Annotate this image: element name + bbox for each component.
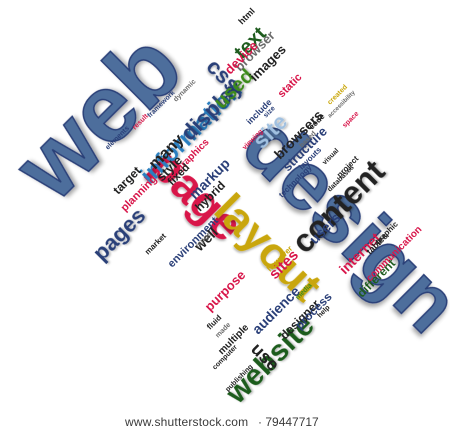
watermark-footer: www.shutterstock.com · 79447717: [0, 410, 450, 434]
watermark-separator: ·: [258, 415, 262, 429]
word-purpose: purpose: [202, 267, 249, 314]
word-market: market: [143, 231, 168, 256]
watermark-url: www.shutterstock.com: [125, 415, 249, 429]
image-id: · 79447717: [258, 415, 319, 429]
word-static: static: [276, 71, 305, 100]
word-cloud: web design page layout content website i…: [0, 6, 450, 410]
word-pages: pages: [88, 203, 151, 266]
image-id-number: 79447717: [265, 415, 319, 429]
word-cloud-svg: web design page layout content website i…: [0, 6, 450, 410]
word-space: space: [341, 110, 360, 129]
